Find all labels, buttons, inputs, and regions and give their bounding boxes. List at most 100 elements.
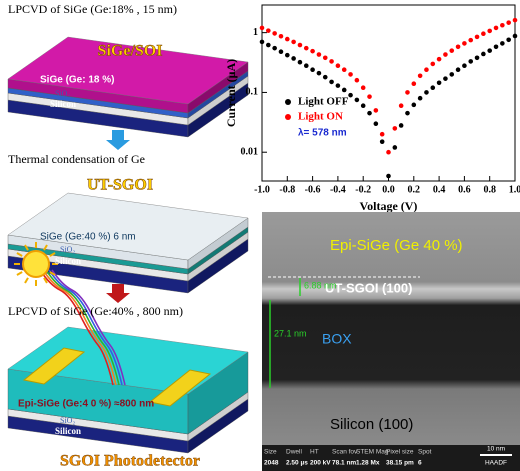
data-point [430,85,436,90]
data-point [436,56,442,62]
data-point [424,90,429,95]
data-point [360,103,366,108]
data-point [474,34,480,40]
data-point [443,52,448,57]
x-tick-label: 0.2 [408,184,421,195]
data-point [367,94,372,99]
data-point [481,31,486,37]
data-point [474,55,480,61]
data-point [348,92,353,98]
schematic: LPCVD of SiGe (Ge:18% , 15 nm) SiGe/SOI Si… [7,2,249,470]
x-tick-label: -0.2 [355,184,371,195]
data-point [468,37,474,43]
data-point [462,41,467,46]
layer-label: SiGe (Ge: 18 %) [40,75,114,86]
data-point [417,73,423,79]
sun-ray [49,252,56,257]
step-caption: LPCVD of SiGe (Ge:40% , 800 nm) [8,304,183,318]
layer-label: Silicon (100) [330,416,413,433]
info-value: 78.1 nm [332,460,356,467]
data-point [310,48,315,54]
data-point [379,139,385,144]
data-point [354,77,360,83]
data-point [259,25,265,31]
x-tick-label: -1.0 [254,184,270,195]
data-point [455,67,461,72]
data-point [266,28,271,33]
info-header: Dwell [286,449,302,456]
data-point [297,59,303,65]
data-point [322,74,328,80]
data-point [379,131,385,137]
data-point [303,45,309,51]
data-point [322,55,328,61]
data-point [506,20,511,25]
data-point [354,97,360,103]
data-point [335,63,341,68]
info-header: STEM Mag [356,449,389,456]
data-point [493,44,499,50]
substrate-label: Silicon [55,256,81,266]
light-ray [48,269,123,386]
light-ray [45,269,120,386]
oxide-label: SiO₂ [55,89,70,98]
data-point [303,63,309,68]
layer-label: Epi-SiGe (Ge:4 0 %) ≈800 nm [18,399,154,410]
sun-ray [43,277,48,284]
data-point [291,39,296,45]
electrode [148,369,212,407]
oxide-label: SiO₂ [60,245,75,254]
info-header: Pixel size [386,449,414,456]
y-tick-label: 0.1 [246,87,259,98]
substrate-label: Silicon [55,426,81,436]
data-point [392,145,398,150]
light-ray [51,269,126,386]
sun [22,250,50,278]
step-caption: LPCVD of SiGe (Ge:18% , 15 nm) [8,2,177,16]
layer-top [7,192,249,261]
data-point [455,44,461,50]
data-point [411,81,417,86]
data-point [259,39,265,45]
info-value: 200 kV [310,460,331,467]
data-point [285,52,290,58]
layer-label: Epi-SiGe (Ge 40 %) [330,237,463,254]
layer-label: SiGe (Ge:40 %) 6 nm [40,232,136,243]
info-value: 6 [418,460,422,467]
data-point [386,173,391,179]
sun-ray [49,271,56,276]
info-header: Spot [418,449,432,456]
info-bar [262,445,520,471]
data-point [430,61,436,67]
data-point [278,33,284,39]
data-point [266,42,271,48]
x-tick-label: -0.6 [305,184,321,195]
info-value: 2.50 µs [286,460,308,467]
data-point [462,63,467,68]
legend-marker [285,114,291,120]
data-point [316,52,322,57]
data-point [405,110,410,116]
layer-label: UT-SGOI (100) [325,280,412,295]
data-point [500,41,505,46]
x-tick-label: 0.4 [433,184,446,195]
data-point [468,59,474,64]
x-tick-label: 0.8 [483,184,496,195]
data-point [329,79,334,85]
y-axis-label: Current (μA) [224,59,238,127]
step-caption: Thermal condensation of Ge [8,152,145,166]
data-point [436,80,442,86]
sun-ray [16,271,23,276]
data-point [506,37,511,43]
plot-frame [261,4,516,182]
legend-label: Light OFF [298,96,349,108]
electrode [22,347,86,385]
tem-background [262,212,520,445]
data-point [329,59,334,64]
data-point [272,45,277,51]
data-point [398,103,404,108]
data-point [449,72,455,77]
data-point [512,17,518,23]
x-axis-label: Voltage (V) [360,199,418,213]
